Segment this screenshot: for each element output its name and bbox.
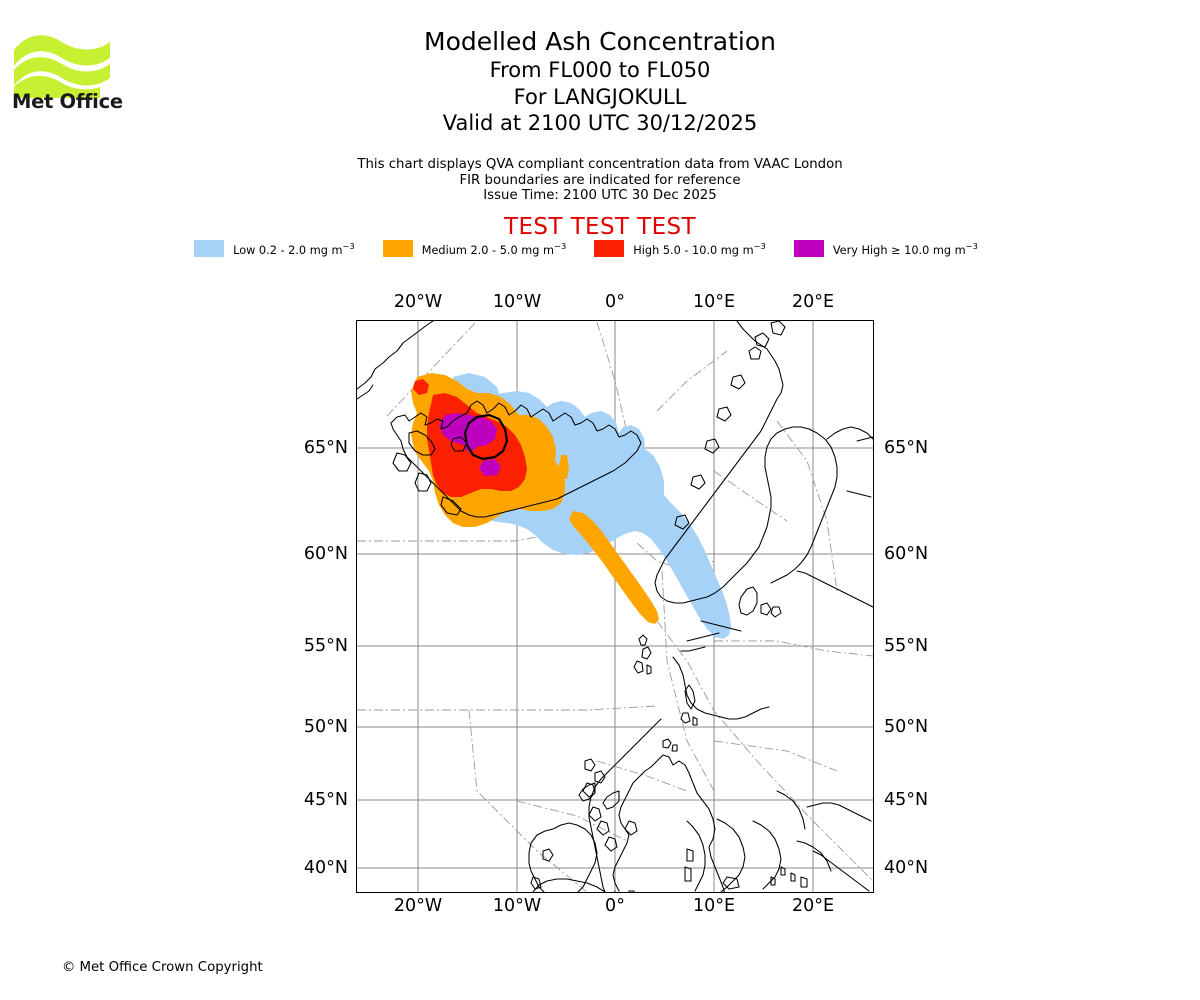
met-office-waves-logo (12, 28, 122, 113)
map-canvas (357, 321, 873, 892)
map-frame (356, 320, 874, 893)
lat-tick-left-0: 65°N (303, 438, 348, 458)
lon-tick-bottom-3: 10°E (692, 896, 736, 916)
legend-swatch-very-high (793, 240, 824, 257)
legend-swatch-low (194, 240, 225, 257)
latitude-axis-right: 65°N 60°N 55°N 50°N 45°N 40°N (884, 0, 1084, 1000)
legend-swatch-high (594, 240, 625, 257)
lon-tick-top-2: 0° (605, 292, 625, 312)
copyright-notice: © Met Office Crown Copyright (62, 960, 263, 975)
legend-item-high: High 5.0 - 10.0 mg m−3 (594, 240, 794, 257)
lat-tick-right-2: 55°N (884, 636, 929, 656)
note-qva: This chart displays QVA compliant concen… (357, 157, 843, 172)
concentration-legend: Low 0.2 - 2.0 mg m−3 Medium 2.0 - 5.0 mg… (0, 240, 1200, 257)
lon-tick-bottom-1: 10°W (492, 896, 542, 916)
map-panel[interactable] (356, 320, 874, 893)
page-title: Modelled Ash Concentration (424, 27, 776, 56)
lon-tick-top-3: 10°E (692, 292, 736, 312)
longitude-axis-top: 20°W 10°W 0° 10°E 20°E (0, 292, 1200, 312)
legend-label-low: Low 0.2 - 2.0 mg m−3 (233, 240, 355, 257)
fir-boundaries (357, 321, 873, 892)
legend-swatch-medium (382, 240, 413, 257)
chart-notes: This chart displays QVA compliant concen… (0, 157, 1200, 204)
lat-tick-right-5: 40°N (884, 858, 929, 878)
lon-tick-bottom-0: 20°W (393, 896, 443, 916)
legend-label-very-high: Very High ≥ 10.0 mg m−3 (832, 240, 978, 257)
longitude-axis-bottom: 20°W 10°W 0° 10°E 20°E (0, 896, 1200, 916)
lon-tick-bottom-4: 20°E (791, 896, 835, 916)
lat-tick-left-1: 60°N (303, 544, 348, 564)
valid-time-subtitle: Valid at 2100 UTC 30/12/2025 (442, 111, 758, 135)
test-banner: TEST TEST TEST (504, 214, 696, 240)
legend-item-medium: Medium 2.0 - 5.0 mg m−3 (382, 240, 595, 257)
legend-label-medium: Medium 2.0 - 5.0 mg m−3 (421, 240, 567, 257)
lat-tick-left-3: 50°N (303, 717, 348, 737)
lat-tick-left-5: 40°N (303, 858, 348, 878)
lat-tick-left-4: 45°N (303, 790, 348, 810)
lat-tick-right-0: 65°N (884, 438, 929, 458)
legend-label-high: High 5.0 - 10.0 mg m−3 (633, 240, 766, 257)
coastlines (357, 321, 873, 892)
flight-level-subtitle: From FL000 to FL050 (489, 58, 711, 82)
chart-title-block: Modelled Ash Concentration From FL000 to… (0, 26, 1200, 137)
lat-tick-left-2: 55°N (303, 636, 348, 656)
volcano-subtitle: For LANGJOKULL (513, 84, 687, 109)
lat-tick-right-4: 45°N (884, 790, 929, 810)
legend-item-very-high: Very High ≥ 10.0 mg m−3 (793, 240, 1006, 257)
legend-item-low: Low 0.2 - 2.0 mg m−3 (194, 240, 383, 257)
lat-tick-right-3: 50°N (884, 717, 929, 737)
lon-tick-bottom-2: 0° (605, 896, 625, 916)
note-fir: FIR boundaries are indicated for referen… (459, 172, 741, 188)
met-office-wordmark: Met Office (12, 90, 123, 113)
lat-tick-right-1: 60°N (884, 544, 929, 564)
lon-tick-top-0: 20°W (393, 292, 443, 312)
lon-tick-top-1: 10°W (492, 292, 542, 312)
latitude-axis-left: 65°N 60°N 55°N 50°N 45°N 40°N (0, 0, 348, 1000)
note-issue-time: Issue Time: 2100 UTC 30 Dec 2025 (483, 188, 717, 203)
lon-tick-top-4: 20°E (791, 292, 835, 312)
